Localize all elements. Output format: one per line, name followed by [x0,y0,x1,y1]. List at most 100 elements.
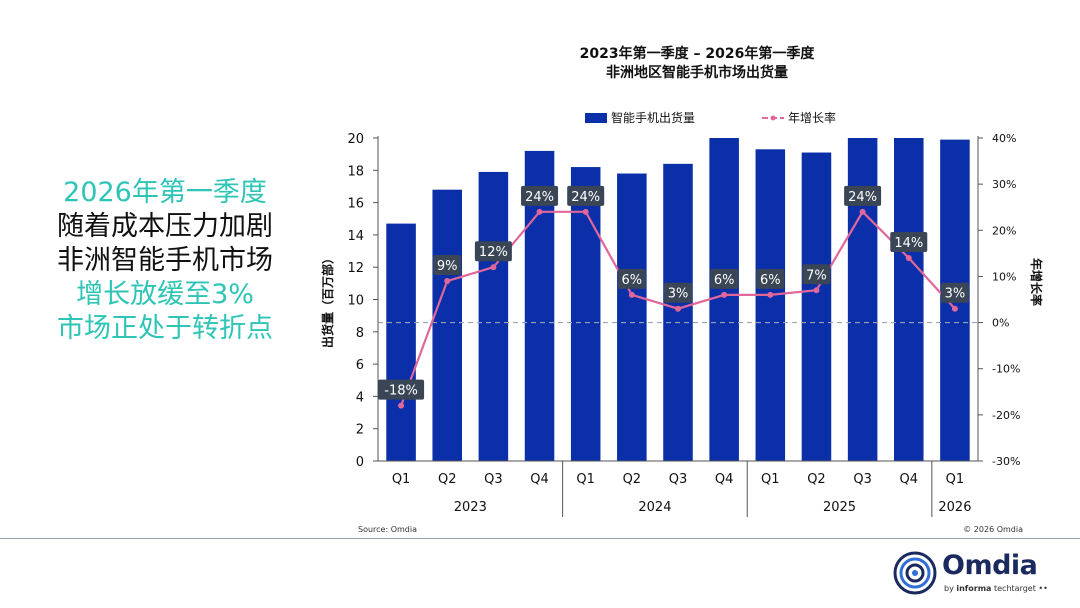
omdia-logo-icon [893,551,937,595]
growth-line: -18% 9% 12% 24% 24% 6% 3% 6% 6% 7% 24% 14% 3% [378,185,969,409]
x-tick-label: Q1 [946,472,965,487]
x-tick-label: Q1 [761,472,780,487]
chart-title-line-2: 非洲地区智能手机市场出货量 [606,64,788,81]
year-label: 2026 [938,500,971,515]
y-tick-label: 4 [356,390,364,405]
y2-tick-label: -30% [992,455,1020,468]
shipment-bar [570,167,601,461]
x-tick-label: Q3 [669,472,688,487]
growth-point [536,208,543,215]
headline-line-4: 增长放缓至3% [76,279,254,310]
growth-point [398,402,405,409]
shipment-bar [386,223,416,461]
shipment-bar [801,152,832,461]
y-tick-label: 12 [347,261,364,276]
logo-sub-prefix: by [944,584,957,593]
x-tick-label: Q1 [576,472,595,487]
growth-point [675,305,681,312]
logo-sub-brand: informa [956,584,992,593]
headline-line-3: 非洲智能手机市场 [57,245,273,276]
growth-data-label: 7% [806,268,827,283]
growth-label-box [890,231,928,252]
growth-point [767,291,774,298]
shipment-bar [617,173,647,461]
growth-point [628,291,635,298]
headline-line-1: 2026年第一季度 [63,177,267,208]
growth-label-box [940,282,969,303]
y2-axis-label: 年增长率 [1029,258,1044,306]
axes [377,136,979,462]
growth-data-label: 12% [479,245,508,260]
x-tick-label: Q4 [530,472,549,487]
growth-data-label: 3% [945,287,966,302]
growth-data-label: 9% [437,259,458,274]
growth-label-box [378,379,425,400]
x-tick-label: Q2 [438,472,457,487]
legend-line-label: 年增长率 [788,110,836,125]
y-tick-label: 8 [356,326,364,341]
y-tick-label: 20 [347,132,364,147]
growth-label-box [433,255,462,276]
omdia-logo-tagline: by informa techtarget •• [944,584,1048,593]
legend-bar-swatch [585,113,607,123]
y2-tick-label: -20% [992,409,1020,422]
y2-tick-label: 40% [992,132,1016,145]
growth-label-box [474,241,512,262]
growth-data-label: 24% [525,190,554,205]
y-tick-label: 16 [347,197,364,212]
shipment-bar [894,138,924,461]
headline-line-5: 市场正处于转折点 [57,313,273,344]
legend-line-marker [770,115,776,121]
x-axis-labels: Q1 Q2 Q3 Q4 Q1 Q2 Q3 Q4 Q1 Q2 Q3 Q4 Q1 2023 2024 2025 20… [392,461,971,517]
growth-label-box [710,268,739,289]
x-tick-label: Q2 [623,472,642,487]
shipment-bar [755,149,786,461]
y-tick-label: 6 [356,358,364,373]
headline: 2026年第一季度 随着成本压力加剧 非洲智能手机市场 增长放缓至3% 市场正处… [20,176,310,346]
logo-sub-suffix: techtarget •• [991,584,1048,593]
source-note: Source: Omdia [358,525,417,534]
growth-point [951,305,958,312]
growth-label-box [521,185,559,206]
y-tick-label: 18 [347,164,364,179]
omdia-logo-word: Omdia [942,550,1038,581]
growth-data-label: 6% [714,273,735,288]
growth-point [721,291,728,298]
y-tick-label: 2 [356,423,364,438]
year-label: 2023 [454,500,487,515]
growth-label-box [617,268,646,289]
growth-point [905,254,912,261]
growth-point [582,208,589,215]
growth-data-label: 24% [571,190,600,205]
growth-data-label: 6% [760,273,781,288]
growth-label-box [756,268,785,289]
x-tick-label: Q1 [392,472,411,487]
legend: 智能手机出货量 年增长率 [585,110,836,125]
omdia-logo: Omdia by informa techtarget •• [892,548,1052,600]
shipment-bar [709,138,739,461]
x-tick-label: Q3 [484,472,503,487]
growth-data-label: 24% [848,190,877,205]
growth-point [490,264,497,271]
copyright-note: © 2026 Omdia [963,525,1023,534]
y2-tick-label: 0% [992,317,1009,330]
headline-line-2: 随着成本压力加剧 [57,211,273,242]
footer-divider [0,538,1080,539]
growth-data-label: -18% [384,384,418,399]
growth-label-box [664,282,692,303]
growth-point [813,287,820,294]
y2-tick-label: 30% [992,178,1016,191]
shipment-bar [478,171,509,462]
y2-tick-label: -10% [992,363,1020,376]
growth-label-box [844,185,882,206]
growth-data-label: 3% [668,287,689,302]
x-tick-label: Q2 [807,472,826,487]
growth-label-box [567,185,605,206]
y-tick-label: 0 [356,455,364,470]
chart-title-line-1: 2023年第一季度 – 2026年第一季度 [580,45,816,62]
y-tick-label: 10 [347,294,364,309]
y2-tick-label: 20% [992,224,1016,237]
shipment-bar [432,189,462,461]
y-tick-label: 14 [347,229,364,244]
y-axis-label: 出货量（百万部） [320,252,335,348]
